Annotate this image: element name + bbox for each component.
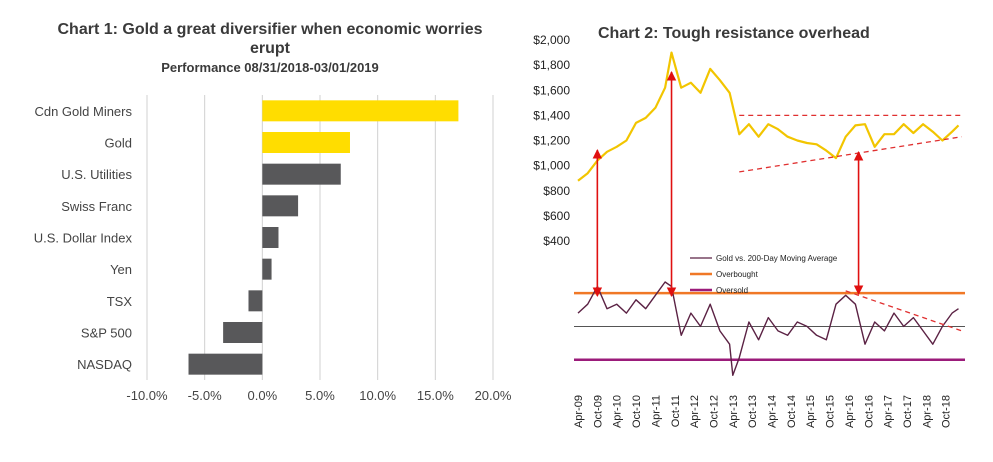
chart2-support-line [739,136,962,173]
chart2-xtick-label: Oct-15 [825,395,837,428]
chart2-xtick-label: Apr-17 [883,395,895,428]
chart1-bar [262,195,299,217]
chart2-xtick-label: Oct-09 [592,395,604,428]
chart1-bar [223,322,263,343]
chart1-bar [262,258,272,280]
chart1-category-label: U.S. Utilities [61,167,132,182]
chart1-category-label: Gold [105,136,132,151]
chart2-xtick-label: Apr-14 [767,395,779,428]
chart2-ytick-label: $800 [543,184,570,198]
chart1-bar [262,132,350,153]
chart1-xtick-label: 0.0% [248,388,278,403]
chart1-subtitle: Performance 08/31/2018-03/01/2019 [161,60,379,75]
chart2-ytick-label: $1,200 [533,134,570,148]
chart1-bar [248,290,263,312]
chart2-xtick-label: Apr-18 [921,395,933,428]
chart2-xtick-label: Oct-17 [902,395,914,428]
chart2-legend-label: Gold vs. 200-Day Moving Average [716,254,838,263]
chart2-xtick-label: Apr-15 [805,395,817,428]
chart1-category-label: Swiss Franc [61,199,132,214]
chart2-xtick-label: Oct-14 [786,395,798,428]
chart2-xtick-label: Oct-10 [631,395,643,428]
chart1-xtick-label: 10.0% [359,388,396,403]
chart2-gold-price-line [577,51,960,182]
chart2-xtick-label: Oct-16 [863,395,875,428]
chart1-bar [262,227,279,248]
chart2-oscillator-trend-line [845,290,962,332]
chart2-xtick-label: Oct-13 [747,395,759,428]
chart1-xtick-label: 20.0% [475,388,512,403]
chart1-bar [188,353,263,375]
chart1-bar [262,100,459,122]
chart2-ytick-label: $1,400 [533,108,570,122]
chart1-category-label: U.S. Dollar Index [34,231,133,246]
chart2-title: Chart 2: Tough resistance overhead [598,25,870,42]
chart1-xtick-label: 15.0% [417,388,454,403]
chart2-ytick-label: $1,800 [533,58,570,72]
chart2-legend-label: Overbought [716,270,759,279]
chart1-category-label: TSX [107,294,133,309]
chart2-oscillator-line [577,281,959,376]
chart2-xtick-label: Apr-16 [844,395,856,428]
chart1-xtick-label: -10.0% [126,388,168,403]
chart1-title: Chart 1: Gold a great diversifier when e… [57,21,483,57]
chart2-ytick-label: $1,600 [533,83,570,97]
chart2-ytick-label: $600 [543,209,570,223]
chart1-category-label: Yen [110,262,132,277]
chart1-category-label: NASDAQ [77,357,132,372]
chart2-ytick-label: $2,000 [533,33,570,47]
chart2-ytick-label: $400 [543,234,570,248]
chart2-xtick-label: Apr-10 [612,395,624,428]
chart2-ytick-label: $1,000 [533,159,570,173]
chart1-category-label: Cdn Gold Miners [34,104,132,119]
chart2-xtick-label: Apr-09 [573,395,585,428]
chart2-xtick-label: Apr-12 [689,395,701,428]
chart2-legend-label: Oversold [716,286,748,295]
chart2-xtick-label: Oct-12 [708,395,720,428]
chart2-xtick-label: Oct-11 [670,395,682,427]
chart1-xtick-label: 5.0% [305,388,335,403]
chart2-xtick-label: Oct-18 [941,395,953,428]
chart1-xtick-label: -5.0% [188,388,222,403]
chart1-category-label: S&P 500 [81,326,132,341]
chart1-bar [262,163,341,185]
chart2-xtick-label: Apr-11 [650,395,662,427]
chart2-xtick-label: Apr-13 [728,395,740,428]
